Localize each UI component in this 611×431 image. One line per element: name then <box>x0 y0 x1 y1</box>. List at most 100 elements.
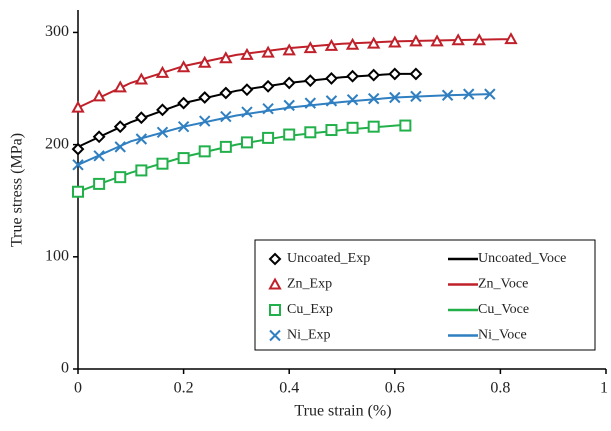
legend-label: Zn_Voce <box>478 277 528 292</box>
marker-x <box>463 88 475 100</box>
marker-diamond <box>177 96 191 110</box>
marker-triangle <box>472 33 486 46</box>
marker-x <box>367 92 380 105</box>
marker-triangle <box>155 65 170 78</box>
marker-triangle <box>430 34 444 47</box>
y-tick-label: 300 <box>45 23 69 40</box>
x-tick-label: 1 <box>600 380 608 397</box>
marker-square <box>304 126 317 139</box>
x-tick-label: 0.6 <box>385 380 405 397</box>
marker-diamond <box>92 130 106 144</box>
marker-x <box>135 133 148 145</box>
marker-triangle <box>303 41 318 54</box>
marker-x <box>441 89 454 101</box>
fit-line <box>77 93 490 166</box>
x-tick-label: 0 <box>74 380 82 397</box>
legend-label: Uncoated_Exp <box>287 251 370 266</box>
marker-x <box>177 120 190 133</box>
marker-triangle <box>268 277 282 290</box>
marker-triangle <box>345 37 360 50</box>
marker-x <box>241 106 253 118</box>
x-tick-label: 0.2 <box>174 380 194 397</box>
x-tick-label: 0.4 <box>279 380 299 397</box>
fit-line <box>77 38 511 109</box>
marker-triangle <box>92 89 106 102</box>
marker-triangle <box>219 51 233 64</box>
marker-x <box>484 88 496 100</box>
marker-diamond <box>71 142 85 156</box>
marker-square <box>367 120 380 133</box>
marker-diamond <box>198 91 212 104</box>
marker-x <box>199 115 211 127</box>
marker-diamond <box>303 74 317 88</box>
marker-square <box>72 185 84 198</box>
marker-diamond <box>261 79 275 93</box>
marker-square <box>198 145 211 158</box>
marker-square <box>156 157 169 170</box>
marker-square <box>93 177 106 190</box>
marker-triangle <box>198 55 212 68</box>
marker-square <box>346 121 359 134</box>
marker-triangle <box>451 33 465 46</box>
marker-x <box>346 94 359 106</box>
marker-square <box>114 171 127 184</box>
y-tick-label: 100 <box>45 247 69 264</box>
marker-x <box>114 141 126 153</box>
marker-square <box>269 304 281 316</box>
marker-triangle <box>71 100 85 113</box>
marker-square <box>240 136 253 149</box>
marker-x <box>410 90 422 103</box>
marker-x <box>304 97 317 109</box>
fit-line <box>77 123 411 193</box>
marker-triangle <box>134 72 149 85</box>
legend-label: Cu_Voce <box>478 302 529 317</box>
marker-diamond <box>325 72 338 85</box>
y-tick-label: 0 <box>61 360 69 377</box>
marker-triangle <box>366 36 381 49</box>
legend: Uncoated_Exp Zn_Exp Cu_Exp Ni_Exp Uncoated_V… <box>254 239 596 351</box>
marker-square <box>177 152 190 165</box>
marker-triangle <box>409 34 423 47</box>
legend-box <box>254 239 596 351</box>
marker-triangle <box>113 80 127 93</box>
marker-square <box>399 119 412 132</box>
marker-x <box>389 91 401 104</box>
marker-triangle <box>261 45 275 58</box>
marker-diamond <box>409 67 423 81</box>
marker-diamond <box>282 76 296 90</box>
x-tick-label: 0.8 <box>490 380 510 397</box>
marker-triangle <box>324 38 339 51</box>
marker-square <box>325 124 338 137</box>
marker-square <box>135 164 148 177</box>
marker-x <box>93 150 105 162</box>
marker-x <box>283 99 295 112</box>
marker-diamond <box>219 86 233 100</box>
marker-x <box>325 95 338 107</box>
marker-square <box>219 140 232 153</box>
marker-triangle <box>176 60 191 73</box>
legend-label: Ni_Exp <box>287 328 331 343</box>
marker-triangle <box>504 32 518 45</box>
marker-diamond <box>346 69 359 83</box>
y-axis-label: True stress (MPa) <box>9 133 26 247</box>
y-tick-label: 200 <box>45 135 69 152</box>
marker-triangle <box>240 47 254 60</box>
marker-triangle <box>388 35 402 48</box>
legend-label: Cu_Exp <box>287 302 333 317</box>
marker-diamond <box>240 83 254 97</box>
marker-diamond <box>367 68 381 82</box>
marker-square <box>283 128 296 141</box>
x-axis-label: True strain (%) <box>294 403 391 420</box>
marker-diamond <box>268 252 282 266</box>
marker-diamond <box>156 103 169 117</box>
marker-triangle <box>282 43 296 56</box>
marker-x <box>262 103 274 115</box>
marker-diamond <box>388 67 402 81</box>
marker-diamond <box>134 111 148 125</box>
legend-label: Uncoated_Voce <box>478 251 566 266</box>
marker-x <box>156 126 169 138</box>
legend-label: Ni_Voce <box>478 328 527 343</box>
marker-x <box>72 159 84 171</box>
